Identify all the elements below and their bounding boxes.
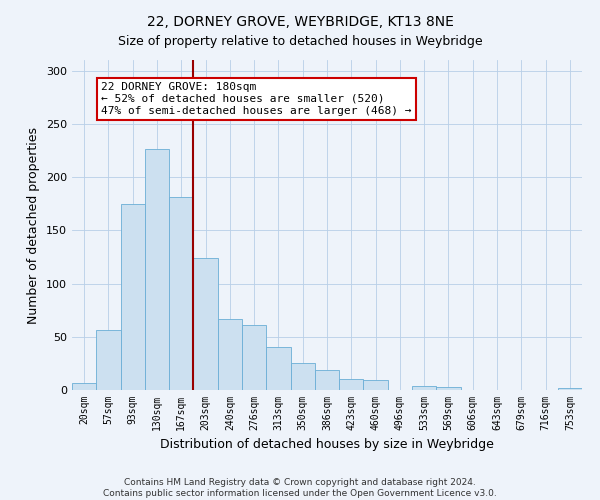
Text: 22, DORNEY GROVE, WEYBRIDGE, KT13 8NE: 22, DORNEY GROVE, WEYBRIDGE, KT13 8NE [146,15,454,29]
Bar [169,198,193,390]
Bar [242,325,266,390]
Bar [412,386,436,390]
X-axis label: Distribution of detached houses by size in Weybridge: Distribution of detached houses by size … [160,438,494,452]
Bar [290,364,315,390]
Bar [339,380,364,390]
Bar [193,258,218,390]
Bar [558,388,582,390]
Text: Contains HM Land Registry data © Crown copyright and database right 2024.
Contai: Contains HM Land Registry data © Crown c… [103,478,497,498]
Bar [315,370,339,390]
Bar [364,380,388,390]
Bar [121,204,145,390]
Bar [436,387,461,390]
Y-axis label: Number of detached properties: Number of detached properties [28,126,40,324]
Bar [72,382,96,390]
Text: 22 DORNEY GROVE: 180sqm
← 52% of detached houses are smaller (520)
47% of semi-d: 22 DORNEY GROVE: 180sqm ← 52% of detache… [101,82,412,116]
Bar [96,330,121,390]
Bar [266,348,290,390]
Bar [218,318,242,390]
Bar [145,150,169,390]
Text: Size of property relative to detached houses in Weybridge: Size of property relative to detached ho… [118,35,482,48]
